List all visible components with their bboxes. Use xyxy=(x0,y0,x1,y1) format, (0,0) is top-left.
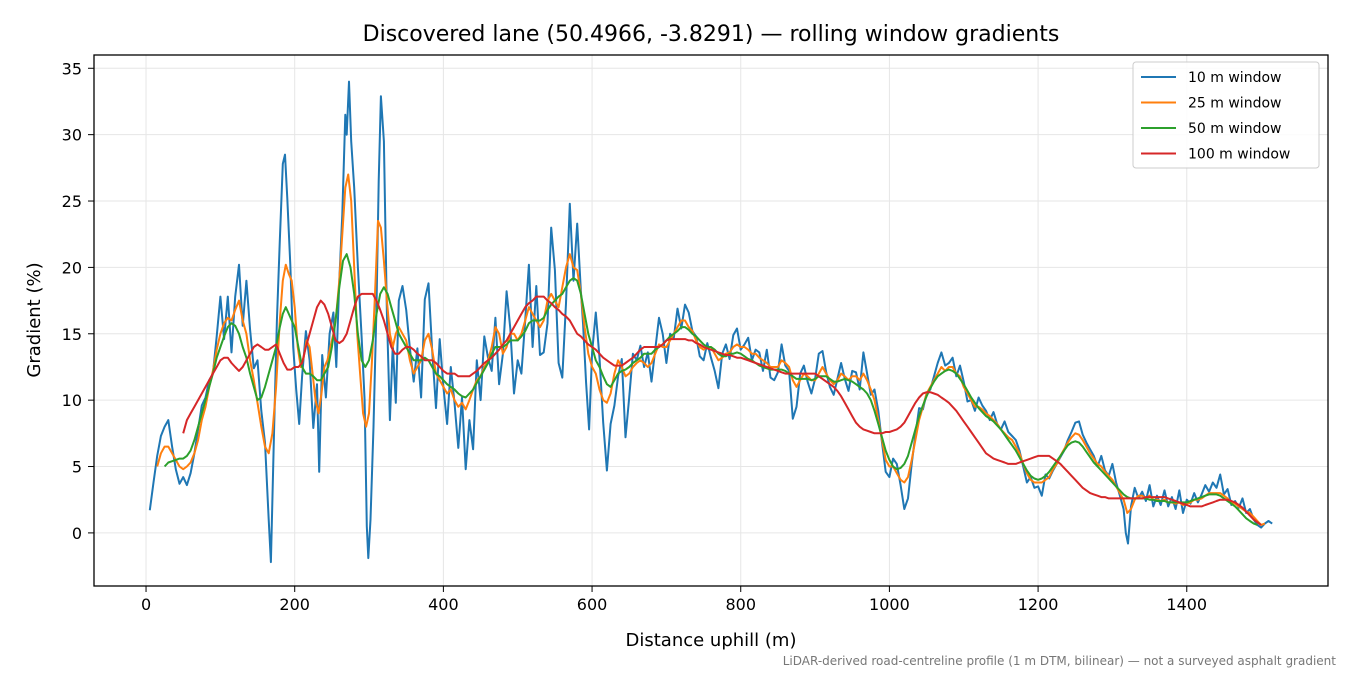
footnote: LiDAR-derived road-centreline profile (1… xyxy=(783,654,1337,668)
legend-label-50-m-window: 50 m window xyxy=(1188,121,1281,137)
legend-label-10-m-window: 10 m window xyxy=(1188,70,1281,86)
y-tick-label: 15 xyxy=(62,325,82,344)
legend-label-25-m-window: 25 m window xyxy=(1188,96,1281,112)
x-tick-label: 200 xyxy=(279,595,310,614)
y-tick-label: 20 xyxy=(62,258,82,277)
legend-box xyxy=(1132,61,1320,169)
legend: 10 m window 25 m window 50 m window 100 m w… xyxy=(1132,61,1320,169)
y-tick-label: 5 xyxy=(72,458,82,477)
y-axis-label: Gradient (%) xyxy=(24,262,45,377)
y-tick-label: 10 xyxy=(62,391,82,410)
y-tick-label: 30 xyxy=(62,126,82,145)
y-tick-label: 25 xyxy=(62,192,82,211)
series-line-100-m-window xyxy=(182,292,1262,526)
x-tick-label: 400 xyxy=(428,595,459,614)
x-tick-label: 600 xyxy=(577,595,608,614)
x-tick-label: 800 xyxy=(725,595,756,614)
axis-ticks: 0 200 400 600 800 1000 1200 1400 0 5 10 15 20 25 30 35 xyxy=(62,59,1207,614)
series-lines xyxy=(148,80,1273,564)
chart-title: Discovered lane (50.4966, -3.8291) — rol… xyxy=(363,22,1060,47)
x-tick-label: 1000 xyxy=(869,595,910,614)
y-tick-label: 0 xyxy=(72,524,82,543)
x-axis-label: Distance uphill (m) xyxy=(626,630,797,651)
x-tick-label: 1200 xyxy=(1018,595,1059,614)
x-tick-label: 0 xyxy=(141,595,151,614)
plot-frame xyxy=(93,54,1329,587)
legend-label-100-m-window: 100 m window xyxy=(1188,147,1290,163)
series-line-50-m-window xyxy=(163,253,1258,526)
y-tick-label: 35 xyxy=(62,59,82,78)
x-tick-label: 1400 xyxy=(1166,595,1207,614)
